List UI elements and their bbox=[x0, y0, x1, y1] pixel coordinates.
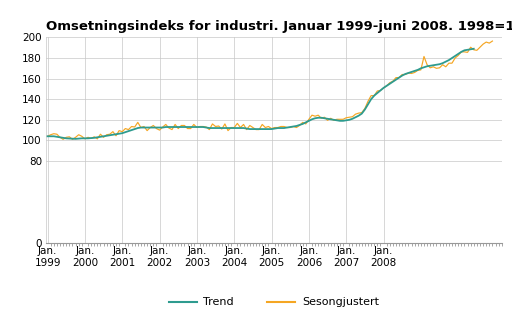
Text: Omsetningsindeks for industri. Januar 1999-juni 2008. 1998=100: Omsetningsindeks for industri. Januar 19… bbox=[46, 21, 512, 33]
Legend: Trend, Sesongjustert: Trend, Sesongjustert bbox=[164, 293, 383, 312]
